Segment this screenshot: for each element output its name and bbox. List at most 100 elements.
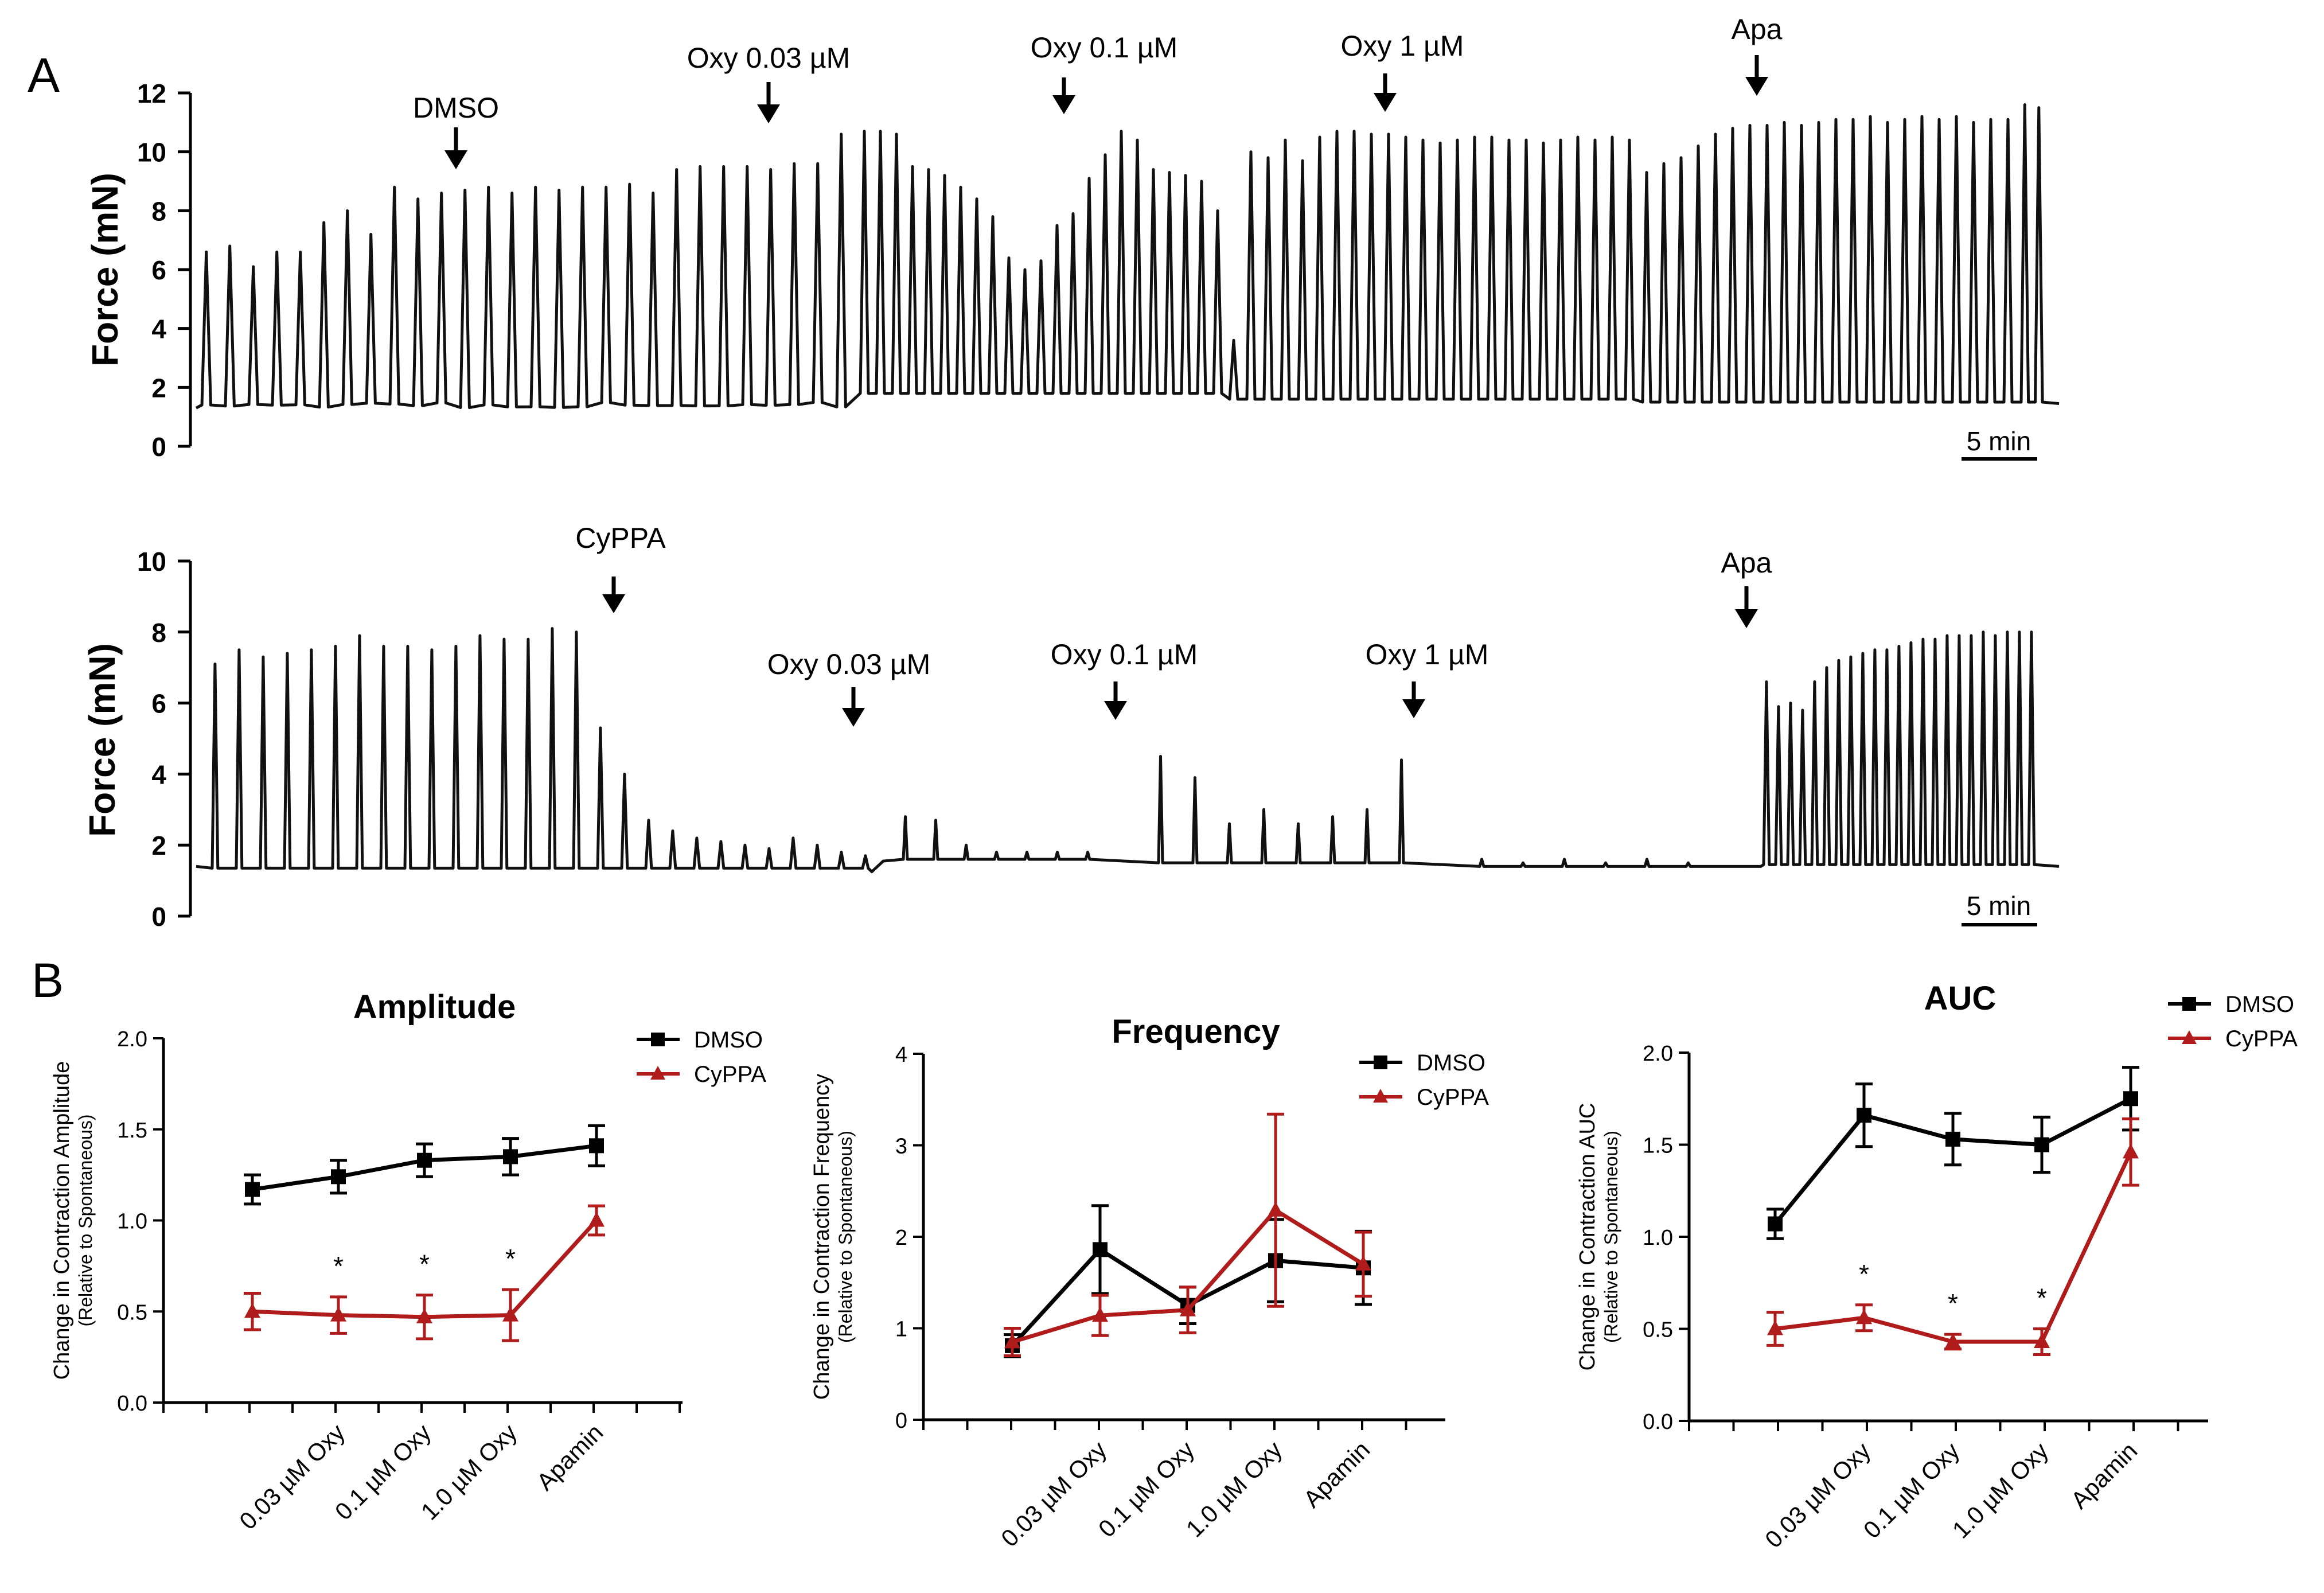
- annotation-label: Apa: [1721, 547, 1772, 579]
- y-tick-label: 0: [151, 902, 166, 932]
- significance-marker: *: [2037, 1283, 2047, 1313]
- annotation-label: CyPPA: [575, 522, 666, 554]
- arrow-down-icon: [444, 150, 467, 169]
- x-tick-label: 1.0 µM Oxy: [1181, 1436, 1288, 1543]
- y-axis-sublabel: (Relative to Spontaneous): [1601, 1131, 1621, 1343]
- arrow-down-icon: [1745, 77, 1768, 96]
- trace-bottom: 0 2 4 6 8 10 Force (mN) CyPPA Oxy 0.03 µM Oxy…: [81, 522, 2059, 932]
- trace-top-annot-dmso: DMSO: [413, 92, 499, 169]
- trace-bottom-scalebar-label: 5 min: [1967, 891, 2031, 921]
- annotation-label: Oxy 0.1 µM: [1051, 638, 1198, 671]
- y-tick-label: 2: [895, 1226, 907, 1250]
- arrow-down-icon: [1402, 699, 1425, 718]
- data-point-square: [1945, 1132, 1960, 1147]
- panel-label-a: A: [28, 48, 60, 102]
- data-point-square: [245, 1182, 260, 1197]
- x-tick-label: 0.03 µM Oxy: [996, 1436, 1112, 1552]
- x-tick-label: 0.1 µM Oxy: [1858, 1437, 1965, 1544]
- y-tick-label: 0: [151, 432, 166, 462]
- annotation-label: Oxy 0.03 µM: [687, 42, 850, 74]
- data-point-triangle: [1268, 1202, 1284, 1217]
- data-point-triangle: [588, 1212, 605, 1227]
- data-point-square: [1857, 1108, 1871, 1123]
- data-point-square: [2123, 1091, 2138, 1106]
- y-tick-label: 4: [151, 760, 166, 789]
- legend-label: CyPPA: [694, 1062, 766, 1087]
- panel-label-b: B: [32, 953, 64, 1007]
- data-point-square: [2034, 1138, 2049, 1152]
- legend-label: DMSO: [1417, 1050, 1485, 1076]
- chart-amplitude: Amplitude 0.0 0.5 1.0 1.5 2.0 Change in Contra…: [50, 988, 766, 1534]
- y-axis-label: Change in Contraction Frequency: [810, 1074, 834, 1400]
- y-tick-label: 0.0: [1643, 1410, 1673, 1434]
- arrow-down-icon: [1104, 701, 1127, 720]
- y-tick-label: 4: [151, 314, 166, 344]
- trace-bottom-annot-oxy01: Oxy 0.1 µM: [1051, 638, 1198, 720]
- significance-marker: *: [333, 1251, 344, 1281]
- y-axis-sublabel: (Relative to Spontaneous): [75, 1115, 96, 1327]
- y-tick-label: 8: [151, 618, 166, 648]
- annotation-label: Oxy 0.03 µM: [767, 648, 930, 680]
- trace-top-annot-oxy003: Oxy 0.03 µM: [687, 42, 850, 123]
- significance-marker: *: [1859, 1259, 1869, 1289]
- data-point-square: [503, 1149, 518, 1164]
- legend-marker: [651, 1033, 665, 1046]
- y-axis-label: Change in Contraction AUC: [1576, 1103, 1600, 1371]
- y-tick-label: 10: [137, 138, 166, 168]
- y-tick-label: 1.5: [117, 1119, 147, 1143]
- trace-bottom-annot-oxy1: Oxy 1 µM: [1366, 638, 1489, 718]
- arrow-down-icon: [1052, 95, 1075, 114]
- legend-marker: [1374, 1055, 1387, 1069]
- annotation-label: Oxy 1 µM: [1341, 30, 1464, 62]
- annotation-label: Oxy 0.1 µM: [1031, 32, 1178, 64]
- data-point-square: [417, 1153, 432, 1168]
- trace-top-y-ticks: 0 2 4 6 8 10 12: [137, 79, 190, 462]
- y-tick-label: 0.5: [117, 1300, 147, 1325]
- y-axis-sublabel: (Relative to Spontaneous): [835, 1131, 856, 1343]
- significance-marker: *: [1948, 1288, 1958, 1318]
- significance-marker: *: [505, 1244, 516, 1273]
- data-point-square: [589, 1138, 604, 1153]
- y-tick-label: 4: [895, 1043, 907, 1067]
- legend-label: DMSO: [2225, 992, 2294, 1017]
- y-tick-label: 6: [151, 689, 166, 719]
- legend-label: DMSO: [694, 1027, 763, 1053]
- y-tick-label: 0.0: [117, 1392, 147, 1416]
- data-point-square: [1768, 1217, 1783, 1232]
- trace-top-annot-oxy01: Oxy 0.1 µM: [1031, 32, 1178, 114]
- arrow-down-icon: [602, 594, 625, 613]
- y-tick-label: 8: [151, 196, 166, 226]
- x-tick-label: 1.0 µM Oxy: [1947, 1437, 2054, 1544]
- chart-title: Frequency: [1112, 1013, 1280, 1050]
- trace-bottom-annot-oxy003: Oxy 0.03 µM: [767, 648, 930, 727]
- trace-top: 0 2 4 6 8 10 12 Force (mN) DMSO Oxy 0.03 µM Ox…: [84, 13, 2059, 462]
- y-axis-label: Change in Contraction Amplitude: [50, 1061, 74, 1380]
- x-tick-label: 0.03 µM Oxy: [1760, 1437, 1875, 1553]
- y-tick-label: 12: [137, 79, 166, 108]
- trace-top-ylabel: Force (mN): [84, 173, 126, 367]
- y-tick-label: 1.0: [1643, 1226, 1673, 1250]
- x-tick-label: 0.03 µM Oxy: [234, 1419, 350, 1534]
- y-tick-label: 2.0: [117, 1027, 147, 1051]
- x-tick-label: Apamin: [1298, 1436, 1375, 1513]
- trace-bottom-annot-cyppa: CyPPA: [575, 522, 666, 613]
- legend-label: CyPPA: [1417, 1085, 1489, 1110]
- arrow-down-icon: [1374, 93, 1397, 112]
- y-tick-label: 0.5: [1643, 1318, 1673, 1342]
- trace-bottom-ylabel: Force (mN): [81, 643, 123, 837]
- y-tick-label: 10: [137, 547, 166, 577]
- chart-auc: AUC 0.0 0.5 1.0 1.5 2.0 Change in Contraction …: [1576, 980, 2298, 1553]
- y-tick-label: 3: [895, 1135, 907, 1159]
- data-point-triangle: [2123, 1143, 2139, 1158]
- y-tick-label: 2: [151, 831, 166, 860]
- x-tick-label: Apamin: [2065, 1437, 2142, 1514]
- y-tick-label: 1: [895, 1318, 907, 1342]
- trace-top-annot-oxy1: Oxy 1 µM: [1341, 30, 1464, 112]
- y-tick-label: 1.5: [1643, 1134, 1673, 1158]
- trace-top-annot-apa: Apa: [1732, 13, 1783, 96]
- arrow-down-icon: [757, 104, 780, 123]
- x-tick-label: Apamin: [531, 1419, 608, 1495]
- chart-title: Amplitude: [353, 988, 516, 1026]
- arrow-down-icon: [842, 708, 865, 727]
